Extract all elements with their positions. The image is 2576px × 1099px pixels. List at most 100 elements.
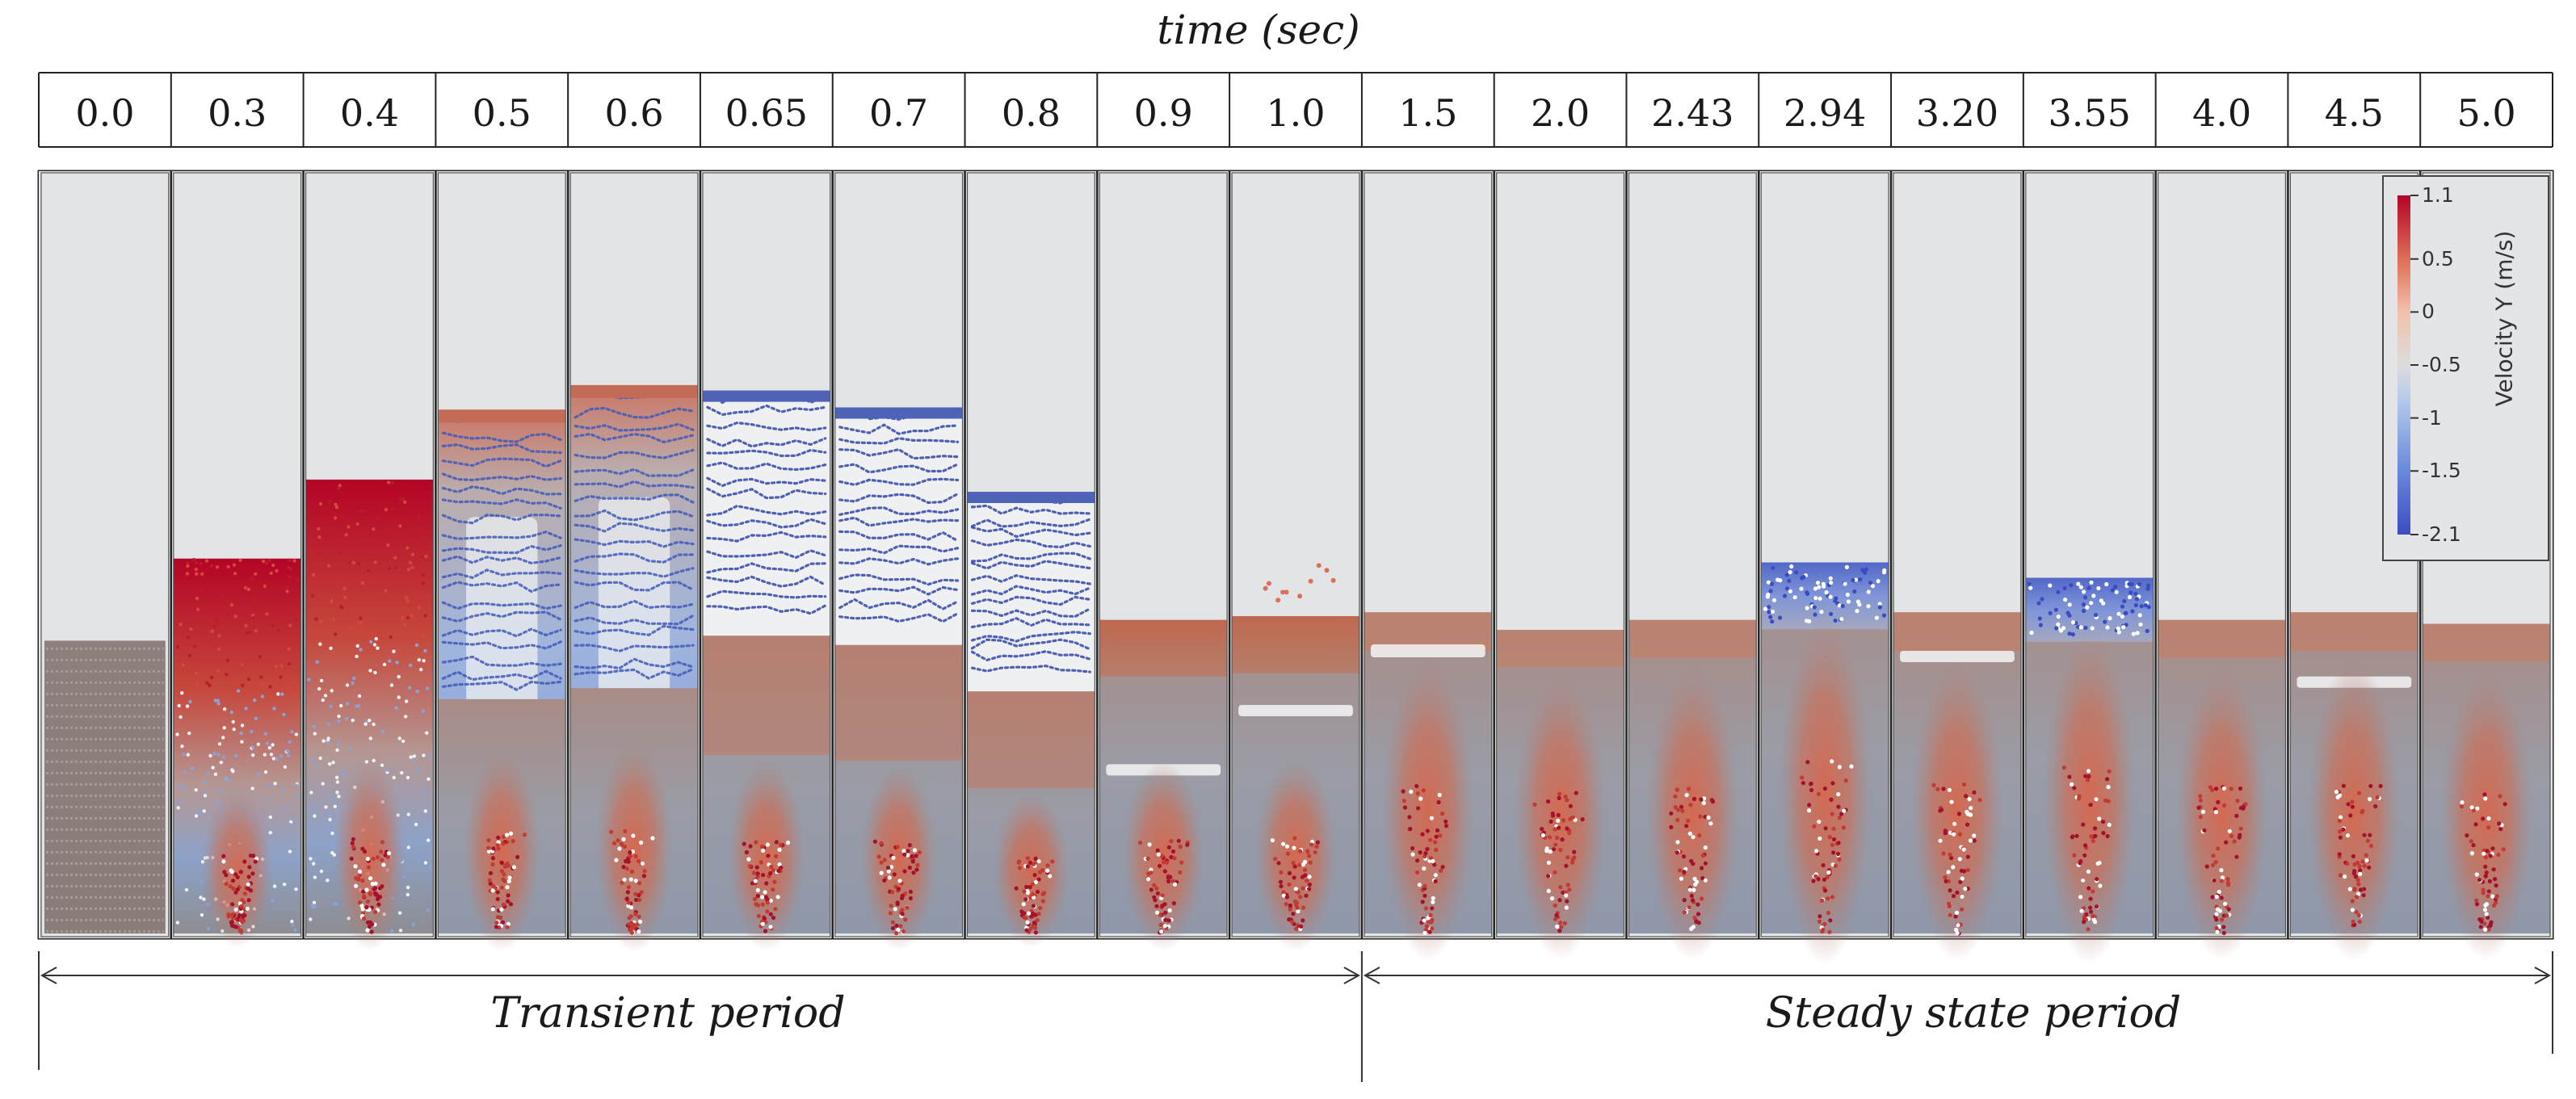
bed-surface	[570, 384, 698, 398]
particle	[239, 731, 243, 736]
particle	[268, 831, 272, 835]
particle	[1881, 570, 1887, 575]
time-label: 0.5	[472, 91, 532, 135]
particle	[276, 692, 280, 696]
jet-particle	[1805, 760, 1810, 765]
time-label: 3.55	[2048, 91, 2131, 135]
jet-particle	[628, 877, 633, 882]
jet-particle	[907, 843, 912, 848]
jet-particle	[2229, 786, 2234, 791]
jet-particle	[1813, 874, 1818, 879]
particle-streak	[970, 631, 1091, 643]
frame-panel	[302, 171, 436, 951]
jet-particle	[1957, 832, 1962, 837]
particle	[192, 845, 197, 849]
jet-particle	[253, 859, 258, 864]
particle	[228, 778, 232, 782]
jet-particle	[349, 856, 354, 861]
frame-panel	[170, 171, 304, 948]
time-label: 2.94	[1783, 91, 1867, 135]
particle	[414, 643, 419, 648]
arrow-head-left	[40, 967, 57, 984]
particle	[271, 899, 275, 903]
jet-particle	[2091, 838, 2095, 844]
particle	[187, 653, 192, 657]
particle	[287, 686, 291, 691]
frame-panel	[2022, 171, 2156, 964]
particle	[288, 740, 292, 745]
jet-particle	[2215, 907, 2220, 912]
particle	[358, 509, 362, 513]
jet-particle	[1960, 894, 1965, 899]
jet-particle	[2338, 873, 2343, 878]
jet-particle	[1422, 883, 1427, 888]
jet-particle	[1178, 870, 1183, 875]
jet-particle	[628, 854, 632, 859]
jet-particle	[2107, 822, 2112, 828]
jet-particle	[233, 890, 238, 895]
particle	[2089, 601, 2094, 606]
jet-particle	[2334, 790, 2339, 795]
jet-particle	[2214, 925, 2219, 930]
particle	[2083, 625, 2088, 631]
particle	[427, 777, 431, 781]
jet-particle	[499, 885, 505, 890]
jet-particle	[2219, 917, 2225, 922]
particle	[1771, 609, 1775, 615]
particle-streak	[838, 492, 960, 505]
jet-particle	[2105, 833, 2110, 839]
jet-particle	[2211, 854, 2216, 858]
jet-particle	[2092, 920, 2098, 925]
jet-particle	[364, 887, 369, 892]
jet-particle	[230, 912, 235, 917]
jet-particle	[1423, 851, 1428, 856]
jet-particle	[1837, 765, 1842, 770]
jet-particle	[1553, 842, 1558, 847]
jet-particle	[1696, 902, 1700, 907]
particle	[423, 648, 427, 653]
particle	[317, 551, 321, 555]
jet-particle	[1570, 857, 1575, 862]
jet-particle	[1669, 824, 1674, 829]
jet-particle	[2095, 877, 2099, 882]
jet-particle	[1292, 875, 1296, 880]
jet-particle	[242, 891, 247, 896]
particle	[236, 689, 241, 693]
particle	[259, 675, 263, 679]
particle	[279, 754, 284, 758]
jet-particle	[1955, 930, 1960, 936]
particle	[355, 704, 359, 708]
jet-particle	[2089, 909, 2094, 914]
jet-particle	[2243, 802, 2248, 807]
jet-particle	[386, 855, 391, 860]
particle	[212, 752, 216, 756]
particle	[330, 831, 334, 836]
jet-particle	[1408, 826, 1413, 832]
jet-particle	[1166, 879, 1171, 883]
jet-particle	[1028, 926, 1033, 931]
jet-particle	[777, 862, 782, 867]
particle	[1794, 570, 1799, 575]
jet-particle	[754, 865, 759, 870]
particle-streak	[441, 680, 562, 691]
jet-particle	[2351, 919, 2355, 924]
jet-particle	[359, 904, 364, 908]
jet-particle	[1546, 874, 1551, 879]
jet-particle	[2225, 880, 2230, 886]
particle-streak	[970, 638, 1091, 651]
jet-particle	[1708, 821, 1713, 826]
particle	[265, 612, 269, 616]
particle	[287, 647, 291, 651]
jet-particle	[915, 862, 920, 867]
jet-particle	[2238, 826, 2243, 831]
particle	[217, 742, 222, 746]
jet-particle	[353, 864, 358, 869]
particle	[2133, 591, 2138, 596]
jet-particle	[496, 846, 501, 851]
bed-surface	[702, 390, 830, 402]
particle	[1858, 577, 1863, 582]
particle	[275, 568, 279, 573]
jet-particle	[2356, 791, 2362, 795]
jet-particle	[1703, 878, 1708, 883]
